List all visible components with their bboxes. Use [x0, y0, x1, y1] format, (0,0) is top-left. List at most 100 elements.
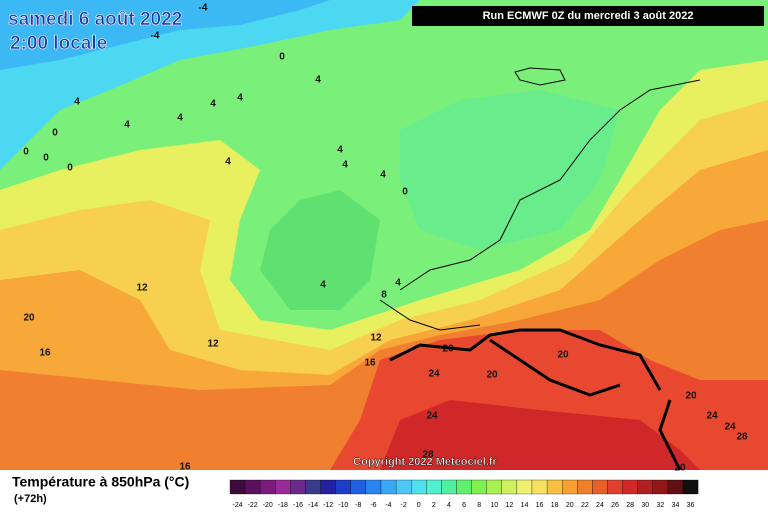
contour-label: 24 [426, 411, 438, 422]
colorbar-swatch [546, 479, 563, 495]
borders [389, 328, 682, 471]
colorbar-swatch [531, 479, 548, 495]
colorbar-label: -2 [401, 502, 407, 509]
colorbar-swatch [229, 479, 246, 495]
contour-label: 24 [706, 411, 718, 422]
colorbar-label: 24 [596, 502, 604, 509]
coastlines [379, 67, 701, 331]
contour-label: 4 [237, 93, 243, 104]
colorbar-label: -14 [308, 502, 318, 509]
temperature-field [0, 0, 768, 470]
colorbar-swatch [501, 479, 518, 495]
contour-label: 0 [67, 163, 73, 174]
colorbar-swatch [441, 479, 457, 495]
colorbar-swatch [682, 479, 699, 495]
contour-label: 0 [279, 52, 285, 63]
colorbar-label: -12 [323, 502, 333, 509]
colorbar-label: -20 [263, 502, 273, 509]
forecast-date: samedi 6 août 2022 [8, 9, 182, 30]
contour-label: 4 [320, 280, 326, 291]
colorbar-label: 4 [447, 502, 451, 509]
colorbar-swatch [622, 479, 638, 495]
run-banner [412, 6, 764, 26]
colorbar-swatch [350, 479, 367, 495]
colorbar-swatch [456, 479, 472, 495]
colorbar-swatch [244, 479, 261, 495]
copyright: Copyright 2022 Meteociel.fr [353, 456, 497, 468]
colorbar-swatch [486, 479, 502, 495]
contour-label: 4 [395, 278, 401, 289]
contour-label: 0 [23, 147, 29, 158]
contour-label: 4 [177, 113, 183, 124]
colorbar-label: 18 [551, 502, 559, 509]
contour-label: 4 [337, 145, 343, 156]
colorbar-swatch [305, 479, 321, 495]
contour-label: 20 [557, 350, 569, 361]
contour-label: -4 [151, 31, 160, 42]
colorbar-label: 28 [626, 502, 634, 509]
contour-label: 28 [422, 450, 434, 461]
contour-label: 12 [136, 283, 148, 294]
contour-label: 28 [736, 432, 748, 443]
colorbar-swatch [275, 479, 291, 495]
colorbar-label: 22 [581, 502, 589, 509]
colorbar-label: 30 [641, 502, 649, 509]
lead-time: (+72h) [14, 493, 47, 505]
colorbar-label: 36 [687, 502, 695, 509]
contour-label: -4 [199, 3, 208, 14]
contour-label: 0 [43, 153, 49, 164]
colorbar-label: 6 [462, 502, 466, 509]
colorbar-label: -24 [232, 502, 242, 509]
colorbar-label: -4 [385, 502, 391, 509]
colorbar-label: 32 [656, 502, 664, 509]
colorbar-label: 20 [566, 502, 574, 509]
colorbar-label: -6 [370, 502, 376, 509]
colorbar-swatch [260, 479, 276, 495]
contour-label: 24 [428, 369, 440, 380]
forecast-time: 2:00 locale [10, 33, 107, 54]
colorbar-label: -22 [248, 502, 258, 509]
colorbar-swatch [426, 479, 442, 495]
colorbar-swatch [667, 479, 684, 495]
colorbar-swatch [471, 479, 487, 495]
colorbar-swatch [607, 479, 623, 495]
contour-label: 24 [724, 422, 736, 433]
colorbar-swatch [577, 479, 593, 495]
colorbar-swatch [516, 479, 533, 495]
colorbar-label: 0 [417, 502, 421, 509]
colorbar-label: -18 [278, 502, 288, 509]
contour-label: 0 [52, 128, 58, 139]
legend-title: Température à 850hPa (°C) [12, 474, 189, 490]
contour-label: 4 [342, 160, 348, 171]
run-info: Run ECMWF 0Z du mercredi 3 août 2022 [483, 10, 694, 22]
colorbar-label: -8 [355, 502, 361, 509]
colorbar-label: 34 [672, 502, 680, 509]
colorbar-label: 16 [536, 502, 544, 509]
colorbar-swatch [365, 479, 382, 495]
colorbar-swatch [637, 479, 653, 495]
colorbar-label: 26 [611, 502, 619, 509]
contour-label: 16 [39, 348, 51, 359]
colorbar-label: 2 [432, 502, 436, 509]
colorbar-swatch [652, 479, 669, 495]
contour-label: 20 [674, 463, 686, 474]
colorbar: -24 -22 -20 -18 -16 -14 -12 -10 -8 -6 -4 -2 0 2 4 6 8 10 1… [229, 479, 699, 509]
contour-labels: -4-4044444400004444012201612484121620202… [23, 3, 748, 474]
contour-label: 16 [179, 462, 191, 473]
contour-label: 16 [364, 358, 376, 369]
colorbar-label: 8 [477, 502, 481, 509]
colorbar-swatch [380, 479, 397, 495]
contour-label: 0 [402, 187, 408, 198]
contour-label: 4 [225, 157, 231, 168]
colorbar-label: 12 [505, 502, 513, 509]
contour-label: 4 [380, 170, 386, 181]
contour-label: 12 [207, 339, 219, 350]
contour-label: 20 [23, 313, 35, 324]
contour-label: 4 [74, 97, 80, 108]
contour-label: 20 [486, 370, 498, 381]
contour-label: 4 [315, 75, 321, 86]
contour-label: 4 [210, 99, 216, 110]
contour-label: 8 [381, 290, 387, 301]
colorbar-swatch [335, 479, 351, 495]
colorbar-swatch [395, 479, 412, 495]
